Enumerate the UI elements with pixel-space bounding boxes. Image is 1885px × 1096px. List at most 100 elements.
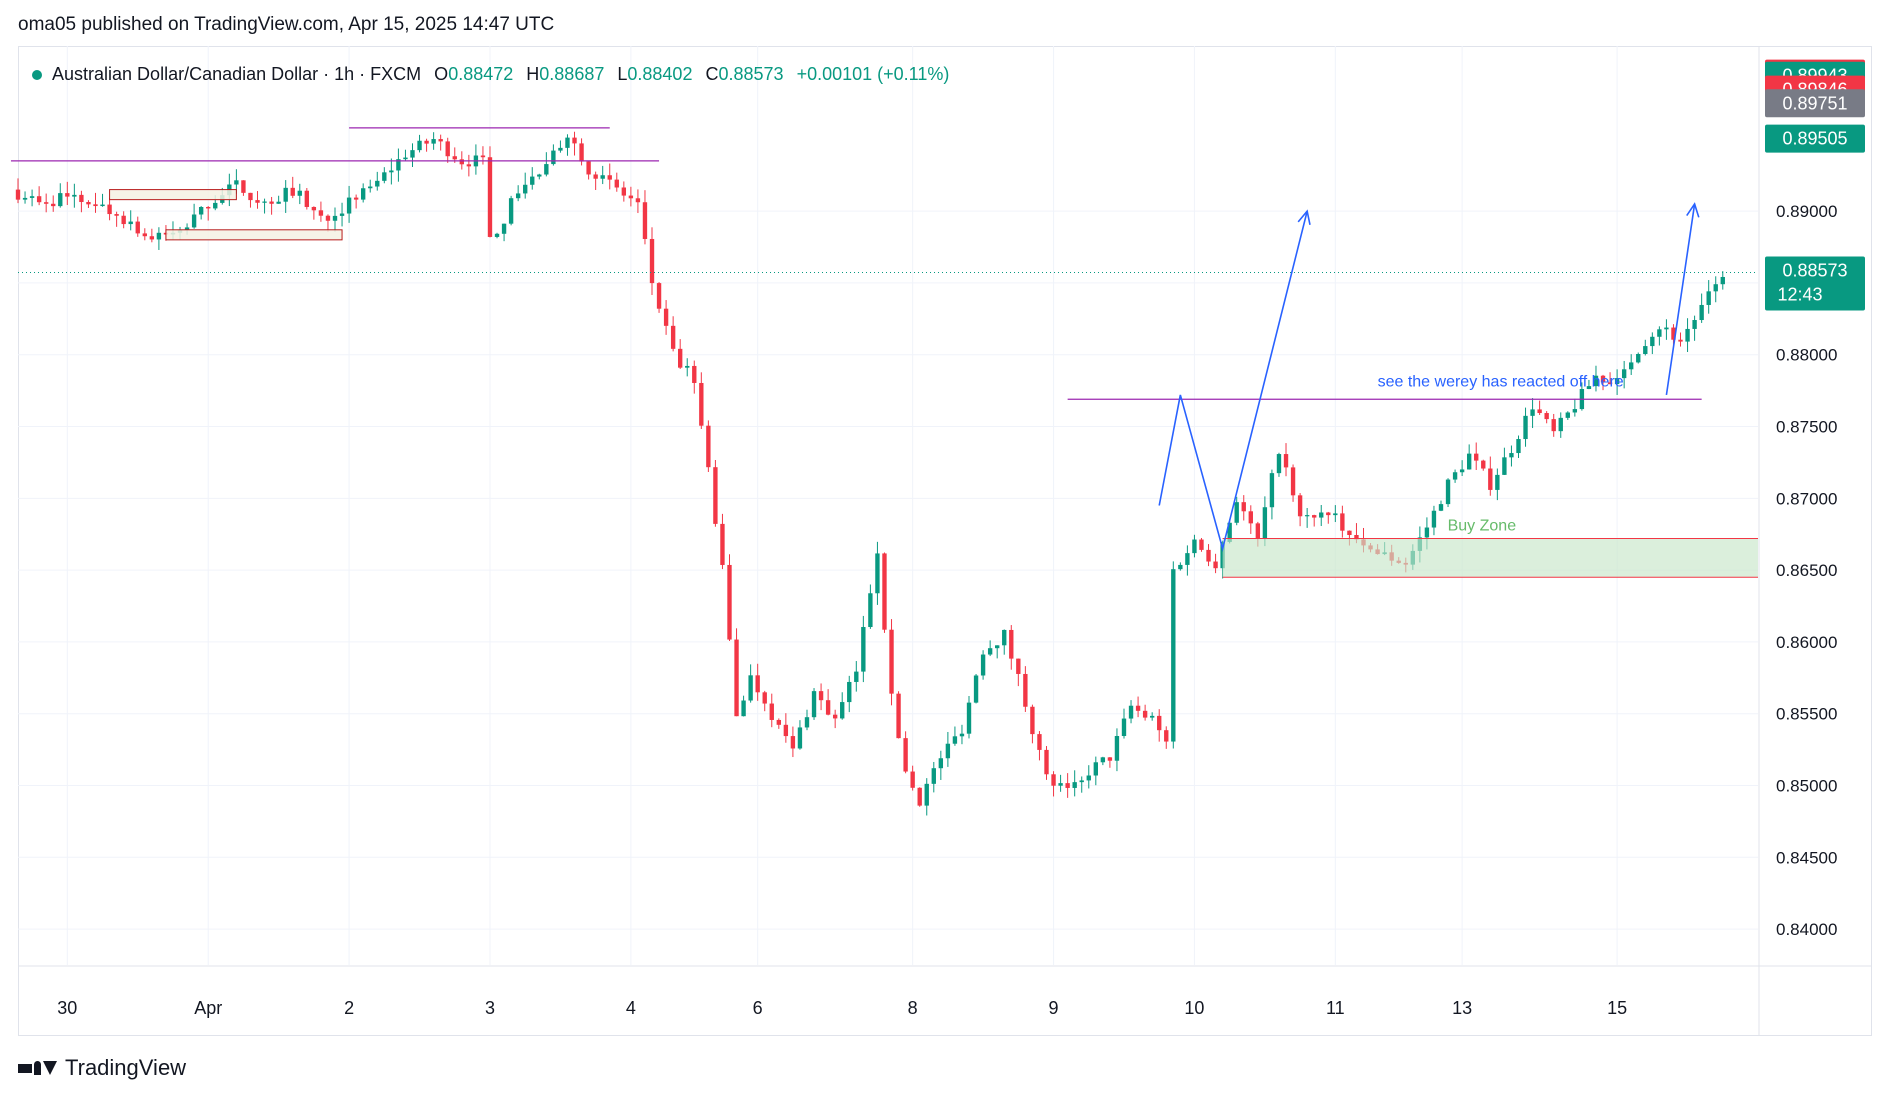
candle-down[interactable] [1474, 453, 1479, 461]
candle-down[interactable] [1135, 705, 1141, 711]
candle-down[interactable] [586, 161, 591, 175]
candle-down[interactable] [1142, 710, 1148, 718]
candle-down[interactable] [776, 719, 781, 725]
candle-down[interactable] [1354, 535, 1359, 540]
symbol-name[interactable]: Australian Dollar/Canadian Dollar · 1h ·… [52, 64, 422, 84]
candle-up[interactable] [1262, 507, 1268, 540]
candle-down[interactable] [36, 196, 42, 203]
candle-up[interactable] [938, 758, 944, 769]
candle-up[interactable] [1565, 412, 1570, 418]
candle-down[interactable] [896, 693, 901, 739]
candle-down[interactable] [903, 738, 908, 772]
candle-down[interactable] [572, 137, 577, 144]
candle-down[interactable] [734, 639, 739, 717]
candle-down[interactable] [480, 155, 486, 158]
candle-up[interactable] [1706, 291, 1711, 305]
candle-down[interactable] [1206, 549, 1211, 562]
candle-up[interactable] [410, 150, 415, 158]
candle-up[interactable] [523, 184, 528, 194]
brand-name[interactable]: TradingView [65, 1055, 187, 1080]
candle-down[interactable] [1678, 339, 1683, 342]
candle-up[interactable] [29, 196, 35, 198]
candle-up[interactable] [804, 717, 810, 728]
candle-down[interactable] [917, 787, 922, 806]
candle-down[interactable] [593, 174, 598, 179]
price-tag[interactable] [1765, 124, 1865, 153]
candle-down[interactable] [1051, 774, 1056, 786]
candle-up[interactable] [1185, 553, 1190, 565]
candle-up[interactable] [1319, 512, 1324, 518]
candle-down[interactable] [642, 202, 648, 239]
candle-up[interactable] [396, 159, 401, 171]
candle-up[interactable] [403, 157, 408, 160]
candle-up[interactable] [1002, 629, 1007, 646]
candle-down[interactable] [755, 675, 760, 693]
candle-up[interactable] [198, 207, 204, 215]
candle-down[interactable] [670, 325, 676, 349]
candle-down[interactable] [325, 215, 331, 221]
candle-up[interactable] [1058, 783, 1063, 786]
range-box[interactable] [109, 189, 237, 201]
candle-up[interactable] [22, 197, 28, 200]
candle-down[interactable] [1283, 454, 1289, 468]
candle-down[interactable] [720, 523, 725, 565]
candle-up[interactable] [1614, 378, 1620, 385]
candle-up[interactable] [811, 691, 817, 718]
candle-down[interactable] [1255, 523, 1261, 540]
candle-down[interactable] [727, 564, 732, 640]
candle-up[interactable] [1713, 284, 1718, 292]
candle-down[interactable] [1044, 749, 1049, 775]
candle-down[interactable] [1481, 460, 1486, 469]
candle-up[interactable] [515, 193, 521, 199]
candle-up[interactable] [360, 188, 366, 200]
candle-up[interactable] [861, 627, 866, 672]
candle-down[interactable] [1213, 561, 1218, 569]
candle-up[interactable] [1629, 362, 1634, 370]
candle-up[interactable] [1100, 757, 1106, 763]
candle-up[interactable] [332, 215, 338, 221]
candle-down[interactable] [1248, 511, 1253, 524]
candle-down[interactable] [43, 202, 49, 204]
candle-down[interactable] [910, 771, 915, 788]
candle-down[interactable] [15, 189, 21, 200]
candle-up[interactable] [1079, 780, 1084, 783]
candle-up[interactable] [1558, 417, 1563, 432]
candle-down[interactable] [713, 467, 718, 524]
candle-up[interactable] [1269, 473, 1275, 508]
candle-up[interactable] [1650, 336, 1655, 347]
candle-up[interactable] [213, 202, 218, 209]
candle-down[interactable] [438, 139, 443, 142]
candle-up[interactable] [389, 170, 394, 173]
buy-zone-rect[interactable] [1222, 538, 1758, 578]
candle-down[interactable] [692, 365, 697, 383]
candle-up[interactable] [1121, 718, 1127, 737]
price-tag[interactable] [1765, 89, 1865, 118]
candle-down[interactable] [65, 193, 70, 197]
price-tag[interactable] [1765, 256, 1865, 311]
candle-up[interactable] [191, 214, 197, 228]
candle-up[interactable] [1657, 329, 1662, 337]
candle-up[interactable] [1699, 304, 1704, 321]
candle-down[interactable] [783, 724, 789, 737]
candle-up[interactable] [1459, 469, 1465, 473]
candle-up[interactable] [959, 733, 965, 737]
tradingview-logo-icon[interactable] [18, 1061, 57, 1075]
projection-path[interactable] [1158, 210, 1308, 552]
candle-down[interactable] [248, 192, 253, 201]
candle-up[interactable] [72, 194, 77, 197]
candle-down[interactable] [121, 215, 126, 225]
candle-down[interactable] [487, 157, 493, 237]
candle-up[interactable] [544, 164, 549, 175]
candle-down[interactable] [107, 204, 112, 215]
candle-down[interactable] [1551, 419, 1556, 432]
candle-up[interactable] [1149, 715, 1155, 718]
candle-up[interactable] [276, 201, 281, 204]
candle-up[interactable] [741, 700, 746, 717]
candle-up[interactable] [494, 233, 500, 237]
candle-down[interactable] [1600, 375, 1606, 383]
candle-up[interactable] [748, 675, 753, 701]
candle-up[interactable] [995, 645, 1000, 649]
candle-down[interactable] [825, 700, 831, 715]
candle-up[interactable] [558, 147, 563, 151]
